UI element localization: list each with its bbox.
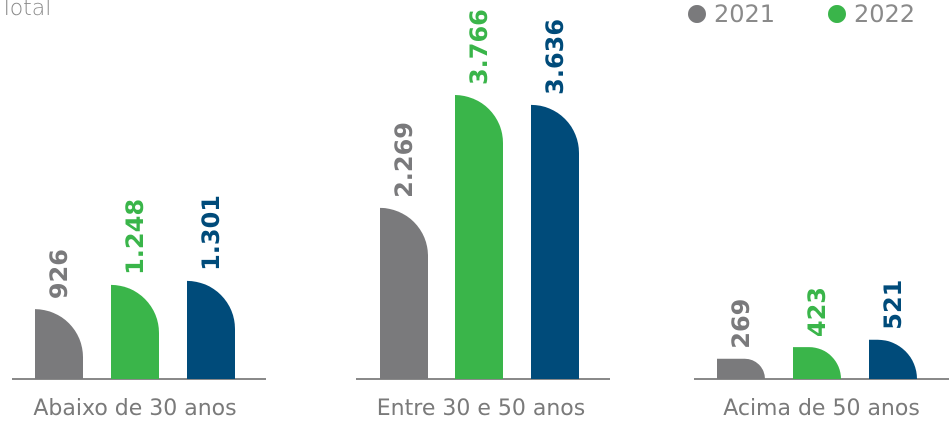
- category-label-0: Abaixo de 30 anos: [33, 396, 237, 421]
- chart-title: Total: [0, 0, 52, 21]
- bar-2-2: [869, 339, 917, 379]
- value-label-0-1: 1.248: [121, 199, 149, 275]
- bar-0-0: [35, 309, 83, 379]
- legend-2021: 2021: [688, 0, 775, 28]
- value-label-0-0: 926: [45, 249, 73, 299]
- value-label-2-1: 423: [803, 287, 831, 337]
- bar-1-0: [380, 207, 428, 379]
- bar-2-0: [717, 358, 765, 379]
- value-label-2-0: 269: [727, 299, 755, 349]
- bar-1-2: [531, 104, 579, 380]
- bar-0-1: [111, 284, 159, 379]
- legend-swatch-2021: [688, 5, 706, 23]
- category-label-2: Acima de 50 anos: [723, 396, 920, 421]
- legend-swatch-2022: [828, 5, 846, 23]
- category-label-1: Entre 30 e 50 anos: [376, 396, 586, 421]
- value-label-1-1: 3.766: [465, 9, 493, 85]
- value-label-2-2: 521: [879, 280, 907, 330]
- bar-2-1: [793, 347, 841, 379]
- bar-1-1: [455, 95, 503, 379]
- value-label-1-2: 3.636: [541, 19, 569, 95]
- legend-label-2021: 2021: [714, 0, 776, 28]
- value-label-0-2: 1.301: [197, 195, 225, 271]
- bar-0-2: [187, 280, 235, 379]
- value-label-1-0: 2.269: [390, 122, 418, 198]
- legend-2022: 2022: [828, 0, 915, 28]
- legend-label-2022: 2022: [854, 0, 916, 28]
